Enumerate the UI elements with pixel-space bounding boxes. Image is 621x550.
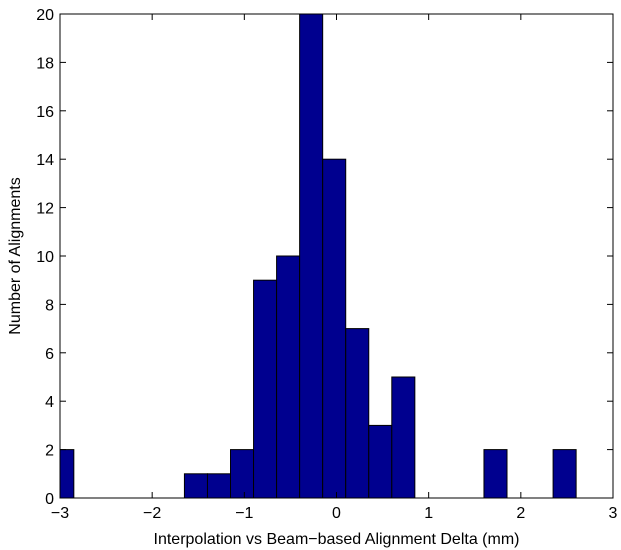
y-tick-label: 6	[45, 346, 54, 363]
y-tick-label: 8	[45, 297, 54, 314]
y-tick-label: 0	[45, 491, 54, 508]
x-tick-label: 3	[609, 505, 618, 522]
histogram-bar	[276, 255, 301, 499]
y-tick-label: 4	[45, 394, 54, 411]
histogram-bar	[183, 473, 208, 499]
y-tick-label: 14	[36, 152, 54, 169]
histogram-bar	[59, 449, 75, 499]
histogram-bar	[253, 279, 278, 499]
x-tick-label: −1	[235, 505, 253, 522]
x-tick-label: 0	[332, 505, 341, 522]
histogram-bar	[206, 473, 232, 499]
y-tick-label: 12	[36, 201, 54, 218]
histogram-bar	[299, 13, 324, 499]
histogram-bar	[345, 328, 370, 499]
histogram-bar	[483, 449, 508, 499]
plot-frame	[59, 13, 614, 499]
y-tick-label: 18	[36, 55, 54, 72]
y-tick-label: 10	[36, 249, 54, 266]
x-tick-label: −3	[51, 505, 69, 522]
x-tick-label: 2	[516, 505, 525, 522]
y-axis-label: Number of Alignments	[7, 177, 24, 334]
x-tick-label: 1	[424, 505, 433, 522]
bars-group	[59, 13, 577, 499]
histogram-bar	[322, 158, 347, 499]
histogram-bar	[230, 449, 255, 499]
y-tick-label: 2	[45, 443, 54, 460]
y-tick-label: 20	[36, 7, 54, 24]
x-axis-label: Interpolation vs Beam−based Alignment De…	[154, 531, 520, 548]
histogram-bar	[552, 449, 577, 499]
histogram-bar	[368, 424, 393, 499]
x-tick-label: −2	[143, 505, 161, 522]
y-tick-label: 16	[36, 104, 54, 121]
histogram-bar	[391, 376, 416, 499]
